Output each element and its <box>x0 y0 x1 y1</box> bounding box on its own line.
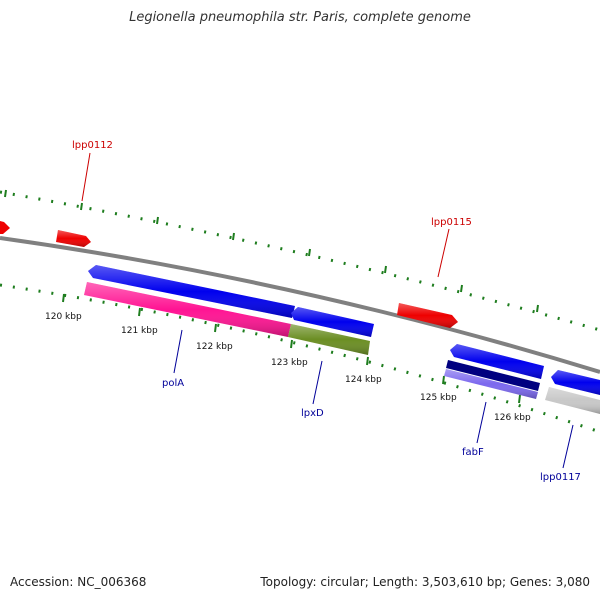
scale-label-124kbp: 124 kbp <box>345 375 382 385</box>
accession-label: Accession: NC_006368 <box>10 575 147 589</box>
gene-lpp0115[interactable] <box>397 303 458 328</box>
scale-label-125kbp: 125 kbp <box>420 393 457 403</box>
scale-labels: 120 kbp 121 kbp 122 kbp 123 kbp 124 kbp … <box>45 312 531 423</box>
map-title: Legionella pneumophila str. Paris, compl… <box>129 10 471 25</box>
topology-label: Topology: circular; Length: 3,503,610 bp… <box>260 575 590 589</box>
gene-label-lpp0112[interactable]: lpp0112 <box>72 140 113 151</box>
gene-blue-4[interactable] <box>551 370 600 395</box>
gene-fabF-feature-dark[interactable] <box>446 360 540 391</box>
scale-label-123kbp: 123 kbp <box>271 358 308 368</box>
gene-lpp0112[interactable] <box>56 230 91 247</box>
gene-labels: lpp0112 lpp0115 polA lpxD fabF lpp0117 <box>72 140 581 483</box>
gene-label-lpp0115[interactable]: lpp0115 <box>431 217 472 228</box>
gene-fabF-feature-light[interactable] <box>444 369 538 399</box>
leader-polA <box>173 329 183 374</box>
gene-label-lpp0117[interactable]: lpp0117 <box>540 472 581 483</box>
leader-lpp0112 <box>81 152 91 202</box>
gene-label-lpxD[interactable]: lpxD <box>301 408 324 419</box>
gene-label-polA[interactable]: polA <box>162 378 184 389</box>
leader-fabF <box>476 401 487 444</box>
scale-label-126kbp: 126 kbp <box>494 413 531 423</box>
scale-label-120kbp: 120 kbp <box>45 312 82 322</box>
leader-lpp0115 <box>437 228 450 278</box>
leader-lpxD <box>312 360 323 405</box>
gene-blue-2[interactable] <box>291 307 374 337</box>
scale-label-121kbp: 121 kbp <box>121 326 158 336</box>
inner-major-ticks <box>62 293 521 404</box>
gene-lpxD-feature[interactable] <box>288 324 370 355</box>
leader-lpp0117 <box>562 424 574 469</box>
gene-polA-feature[interactable] <box>84 282 291 337</box>
gene-red-left[interactable] <box>0 221 10 234</box>
label-leader-lines <box>81 152 574 469</box>
gene-label-fabF[interactable]: fabF <box>462 447 484 458</box>
outer-major-ticks <box>4 189 539 313</box>
gene-blue-3[interactable] <box>450 344 544 379</box>
gene-blue-1[interactable] <box>88 265 295 318</box>
scale-label-122kbp: 122 kbp <box>196 342 233 352</box>
genome-backbone <box>0 236 600 374</box>
gene-lpp0117-feature[interactable] <box>545 387 600 414</box>
